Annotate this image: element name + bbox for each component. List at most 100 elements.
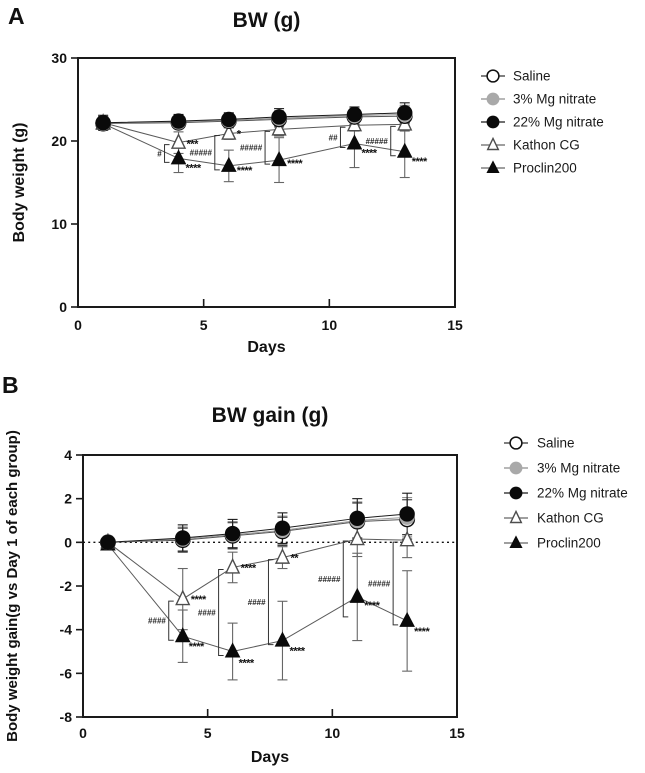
marker-kathon-cg-day6 [224,557,241,574]
marker-22-mg-nitrate-day11 [346,106,363,123]
legend-label: Kathon CG [513,138,580,153]
marker-kathon-cg-day4 [170,133,187,149]
x-tick-label: 10 [322,317,338,333]
legend-B: Saline 3% Mg nitrate 22% Mg nitrate Kathon … [504,436,628,551]
x-tick-label: 5 [204,725,212,741]
y-tick-label: 4 [64,447,72,463]
plot-box [82,454,458,718]
hash-significance-label: ##### [240,144,263,153]
panel-label-A: A [8,3,25,29]
legend-label: Proclin200 [537,536,601,551]
hash-significance-label: ##### [368,580,391,589]
y-tick-label: 0 [64,534,72,550]
series-lines [102,112,405,167]
star-significance-label: **** [189,641,205,653]
bracket-day13 [390,125,396,157]
y-tick-label: 2 [64,491,72,507]
legend-item-kathon-cg: Kathon CG [504,509,604,526]
legend-label: 22% Mg nitrate [513,115,604,130]
series-line-saline [107,518,408,543]
bracket-day11 [342,540,349,618]
legend-item-saline: Saline [481,69,551,84]
star-significance-label: **** [412,156,428,168]
legend-label: Kathon CG [537,511,604,526]
marker-proclin200-day11 [349,587,366,603]
y-tick-label: 0 [59,299,67,315]
plot-box [77,57,456,308]
marker-proclin200-day8 [274,631,291,647]
x-tick-label: 15 [449,725,465,741]
star-significance-label: **** [414,626,430,638]
legend-item-saline: Saline [504,436,575,451]
series-line-22-mg-nitrate [107,513,408,543]
legend-proclin200-icon [509,535,523,549]
series-line-proclin200 [102,123,405,167]
legend-3-mg-nitrate-icon [486,92,500,106]
hash-significance-label: ##### [365,137,388,146]
series-line-22-mg-nitrate [103,112,405,124]
marker-kathon-cg-day8 [271,119,287,136]
star-significance-label: **** [289,646,305,658]
marker-22-mg-nitrate-day1 [100,534,116,551]
x-tick-label: 15 [447,317,463,333]
star-annotations: ****************************** [189,553,431,670]
series-markers [99,506,416,658]
legend-saline-icon [486,69,500,83]
series-line-saline [103,115,405,125]
star-significance-label: *** [187,139,200,151]
legend-22-mg-nitrate-icon [509,486,523,500]
series-line-kathon-cg [103,122,405,144]
series-lines [107,513,408,653]
hash-significance-label: ##### [318,575,341,584]
marker-22-mg-nitrate-day8 [271,109,287,125]
legend-label: 3% Mg nitrate [537,461,620,476]
legend-item-22-mg-nitrate: 22% Mg nitrate [481,115,604,130]
legend-item-proclin200: Proclin200 [481,160,577,176]
marker-22-mg-nitrate-day8 [274,520,291,536]
bracket-day11 [339,126,346,148]
legend-label: 3% Mg nitrate [513,92,596,107]
y-tick-label: -6 [60,665,73,681]
legend-item-3-mg-nitrate: 3% Mg nitrate [481,92,596,107]
y-axis-title: Body weight gain(g vs Day 1 of each grou… [4,430,21,742]
marker-proclin200-day6 [220,156,237,172]
hash-significance-label: ##### [190,149,213,158]
legend-label: Saline [513,69,551,84]
series-line-3-mg-nitrate [103,113,405,124]
marker-kathon-cg-day8 [274,548,291,564]
marker-proclin200-day4 [170,149,187,165]
marker-22-mg-nitrate-day6 [221,111,237,128]
hash-significance-label: #### [198,608,216,617]
legend-proclin200-icon [486,160,500,174]
legend-kathon-cg-icon [509,509,523,524]
legend-item-3-mg-nitrate: 3% Mg nitrate [504,461,620,476]
legend-label: 22% Mg nitrate [537,486,628,501]
star-significance-label: **** [186,162,202,174]
marker-proclin200-day8 [271,151,287,167]
bracket-day8 [267,559,274,646]
series-line-3-mg-nitrate [107,516,408,543]
hash-significance-label: #### [148,617,166,626]
legend-3-mg-nitrate-icon [509,461,523,475]
legend-22-mg-nitrate-icon [486,115,500,129]
star-annotations: ************************ [186,129,429,177]
y-tick-label: 20 [51,133,67,149]
chart-title-B: BW gain (g) [212,404,329,427]
x-tick-label: 0 [74,317,82,333]
star-significance-label: **** [287,158,303,170]
panel-A-body-weight-chart: A BW (g) 0 10 20 30 0 5 10 15 Days Body weight (g) #… [8,3,604,356]
x-tick-label: 5 [200,317,208,333]
marker-22-mg-nitrate-day13 [399,506,415,522]
hash-significance-label: #### [248,598,266,607]
x-tick-label: 10 [325,725,341,741]
legend-kathon-cg-icon [486,136,500,151]
panel-label-B: B [2,372,19,398]
marker-proclin200-day11 [346,134,363,150]
legend-saline-icon [509,436,523,450]
bracket-day8 [264,130,271,165]
marker-proclin200-day4 [174,627,191,643]
star-significance-label: **** [239,658,255,670]
marker-22-mg-nitrate-day4 [170,113,187,129]
star-significance-label: **** [237,165,253,177]
